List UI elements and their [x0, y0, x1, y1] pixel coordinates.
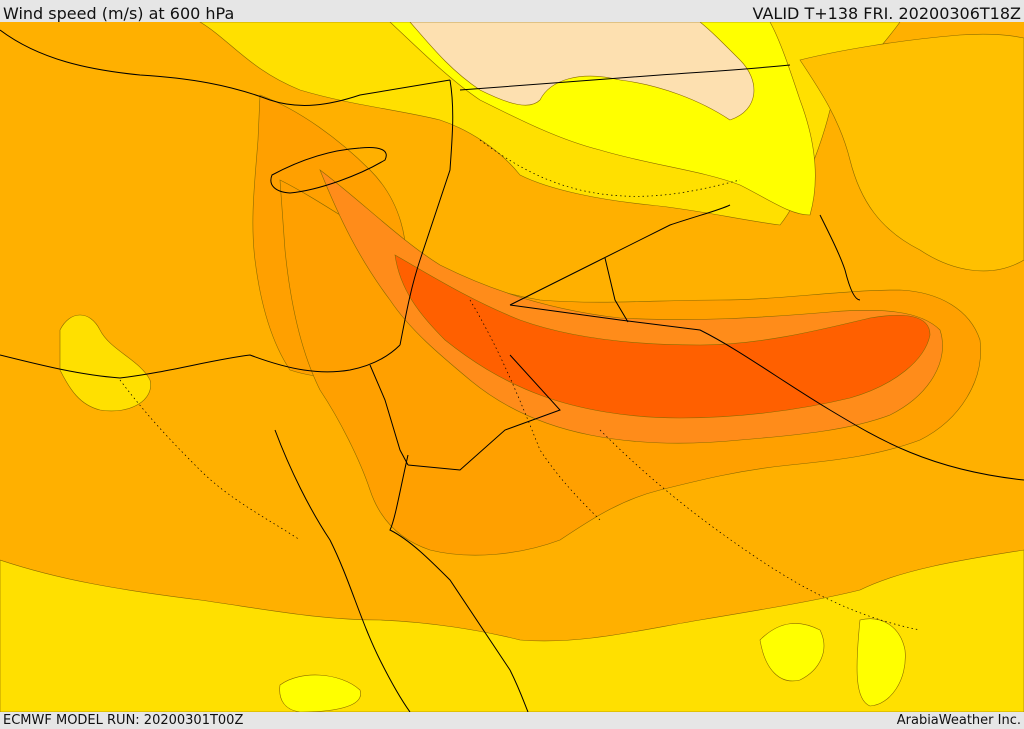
header-bar: Wind speed (m/s) at 600 hPa VALID T+138 …: [0, 0, 1024, 23]
contour-yellow-south: [0, 549, 1024, 712]
contour-amber-east: [799, 33, 1024, 272]
valid-time: VALID T+138 FRI. 20200306T18Z: [752, 4, 1021, 23]
model-run-label: ECMWF MODEL RUN: 20200301T00Z: [3, 713, 244, 728]
contour-yellow-blob-south: [759, 623, 825, 682]
contour-yellow-blob-west: [59, 314, 151, 412]
contour-red-core: [394, 254, 931, 419]
contour-yellow-blob-se: [856, 618, 906, 707]
footer-bar: ECMWF MODEL RUN: 20200301T00Z ArabiaWeat…: [0, 712, 1024, 729]
wind-speed-map[interactable]: [0, 22, 1024, 712]
coastlines: [0, 29, 861, 712]
borders: [119, 139, 921, 631]
map-canvas: [0, 22, 1024, 712]
solid-borders: [369, 64, 1024, 481]
credit-label: ArabiaWeather Inc.: [896, 713, 1021, 728]
contour-yellow-blob-sw: [279, 674, 361, 712]
map-title: Wind speed (m/s) at 600 hPa: [3, 4, 235, 23]
contour-light-north: [409, 22, 755, 121]
